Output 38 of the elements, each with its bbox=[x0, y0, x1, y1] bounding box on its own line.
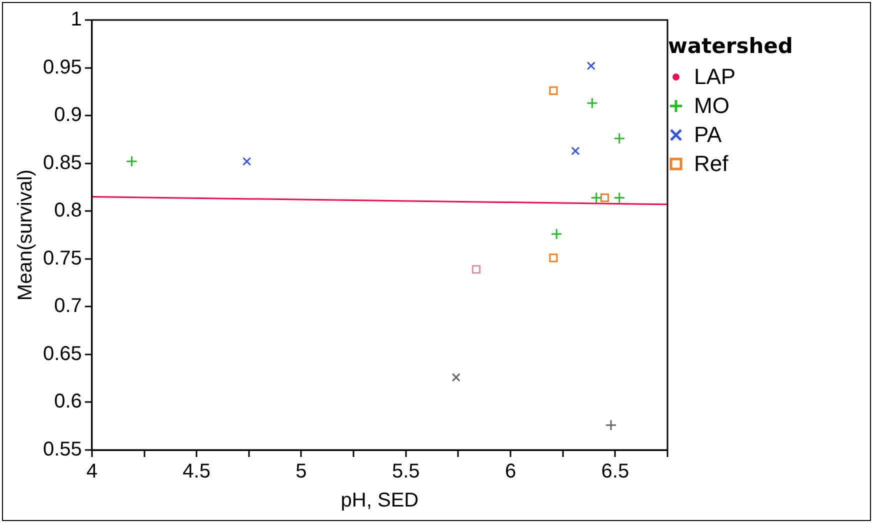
point bbox=[550, 228, 562, 240]
point bbox=[549, 254, 558, 262]
point bbox=[586, 97, 598, 109]
y-tick-label: 0.65 bbox=[42, 342, 82, 365]
point bbox=[472, 265, 480, 274]
point bbox=[571, 146, 580, 156]
y-tick-label: 0.7 bbox=[54, 295, 82, 318]
point bbox=[586, 62, 596, 70]
point bbox=[590, 192, 602, 204]
y-axis-title: Mean(survival) bbox=[14, 169, 37, 301]
point bbox=[600, 193, 609, 202]
y-tick-label: 0.8 bbox=[54, 200, 82, 222]
x-tick-label: 5 bbox=[296, 460, 307, 483]
legend-label: LAP bbox=[694, 64, 736, 90]
x-axis-title: pH, SED bbox=[340, 490, 419, 512]
point bbox=[242, 157, 252, 166]
y-tick-label: 0.85 bbox=[42, 152, 82, 174]
point bbox=[452, 373, 460, 382]
x-tick-label: 6.5 bbox=[601, 460, 630, 483]
y-tick-label: 0.6 bbox=[54, 390, 82, 413]
point bbox=[614, 192, 626, 204]
legend-label: Ref bbox=[694, 150, 728, 176]
y-tick-label: 0.75 bbox=[42, 247, 82, 270]
legend-label: MO bbox=[694, 92, 730, 118]
y-tick-label: 0.95 bbox=[42, 56, 82, 78]
point bbox=[126, 156, 138, 168]
y-tick-label: 0.55 bbox=[42, 438, 82, 461]
legend-label: PA bbox=[694, 122, 722, 148]
x-tick-label: 5.5 bbox=[392, 460, 420, 483]
x-tick-label: 6 bbox=[504, 460, 516, 483]
x-tick-label: 4 bbox=[86, 460, 98, 483]
point bbox=[605, 419, 617, 431]
x-tick-label: 4.5 bbox=[182, 460, 210, 483]
y-tick-label: 1 bbox=[70, 8, 82, 31]
y-tick-label: 0.9 bbox=[54, 104, 82, 126]
legend-title: watershed bbox=[668, 34, 794, 58]
point bbox=[549, 86, 558, 95]
point bbox=[614, 132, 626, 144]
